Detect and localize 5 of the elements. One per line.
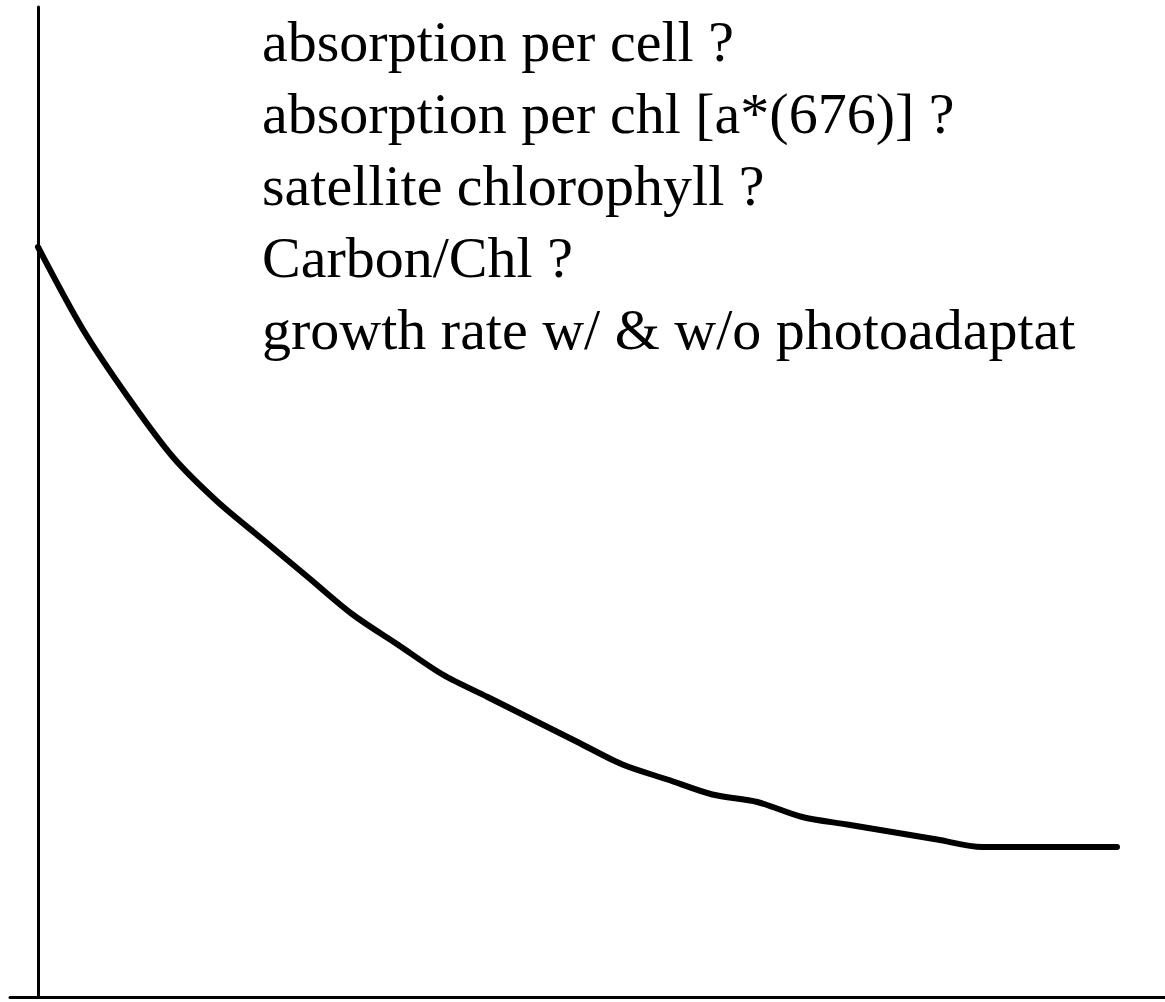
annotation: Carbon/Chl ? [262, 224, 573, 290]
text: absorption per cell ? [262, 8, 734, 74]
annotation: growth rate w/ & w/o photoadaptat [262, 296, 1076, 362]
text: absorption per chl [a*(676)] ? [262, 80, 955, 146]
text: satellite chlorophyll ? [262, 152, 765, 218]
